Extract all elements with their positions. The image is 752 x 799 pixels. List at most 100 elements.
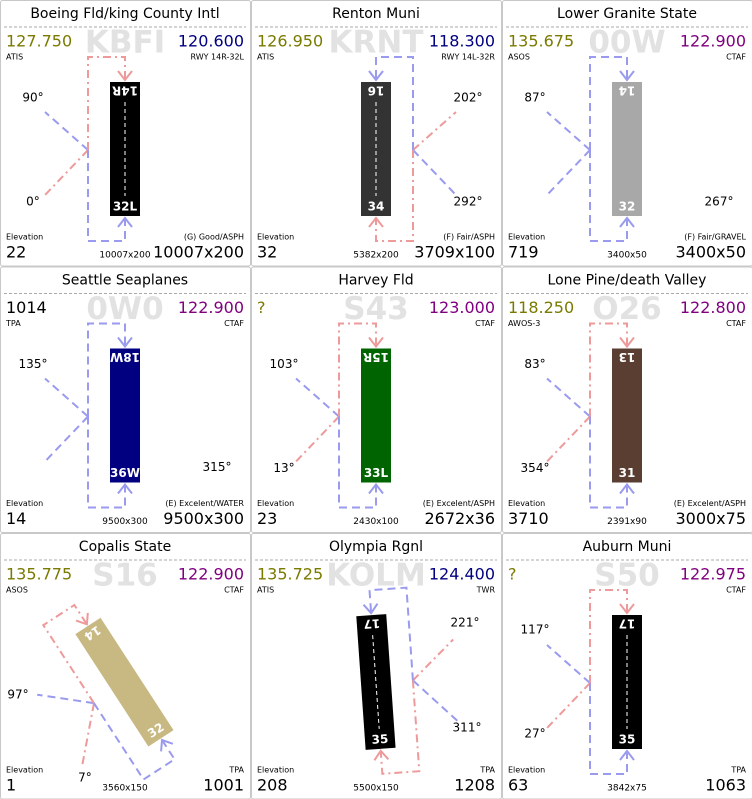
pattern-top [375, 56, 414, 150]
elevation-label: Elevation [6, 233, 43, 242]
note-value: 9500x300 [163, 509, 244, 528]
freq-right-label: RWY 14R-32L [190, 53, 244, 62]
elevation: 719 [508, 243, 539, 262]
freq-left: 135.775 [6, 565, 72, 584]
arrow [117, 70, 133, 82]
freq-left-label: AWOS-3 [508, 319, 540, 328]
runway-end-bottom: 35 [619, 733, 636, 747]
surface-note: TPA [479, 766, 495, 775]
wind-line [412, 149, 457, 196]
elevation: 14 [6, 509, 26, 528]
pattern-top [368, 586, 414, 681]
elevation-label: Elevation [257, 233, 294, 242]
arrow [117, 336, 133, 349]
runway [110, 348, 140, 483]
wind-angle: 90° [22, 91, 43, 105]
freq-left: 127.750 [6, 32, 72, 51]
wind-line [81, 702, 95, 765]
note-value: 1063 [705, 776, 746, 795]
airport-card: Boeing Fld/king County Intl KBFI 127.750 AT… [0, 0, 251, 267]
airport-ident: S16 [92, 558, 157, 594]
airport-card: Lower Granite State 00W 135.675 ASOS 122.900… [502, 0, 752, 267]
arrow [373, 749, 390, 761]
freq-right: 122.975 [680, 565, 746, 584]
runway [361, 348, 391, 483]
airport-name: Harvey Fld [338, 273, 413, 289]
elevation: 3710 [508, 509, 549, 528]
runway-size-small: 9500x300 [102, 517, 148, 527]
airport-ident: S43 [343, 291, 408, 327]
runway [356, 614, 396, 750]
wind-angle: 97° [7, 688, 28, 702]
pattern-bottom [589, 683, 628, 775]
runway-end-top: 14R [112, 84, 138, 98]
wind-line [546, 644, 591, 684]
wind-line [412, 679, 460, 724]
elevation: 63 [508, 776, 528, 795]
arrow [117, 216, 133, 228]
runway-end-bottom: 32L [113, 200, 138, 214]
airport-card: Renton Muni KRNT 126.950 ATIS 118.300 RWY 14L… [251, 0, 502, 267]
pattern-top [87, 322, 126, 417]
arrow [368, 336, 384, 349]
freq-left: 118.250 [508, 298, 574, 317]
freq-right: 124.400 [429, 565, 495, 584]
wind-angle: 354° [521, 461, 550, 475]
runway [612, 82, 642, 216]
airport-ident: 0W0 [86, 291, 163, 327]
surface-note: TPA [228, 766, 244, 775]
note-value: 10007x200 [153, 243, 244, 262]
runway [612, 348, 642, 483]
runway-size-small: 3560x150 [102, 784, 148, 794]
wind-angle: 135° [19, 357, 48, 371]
runway-end-bottom: 35 [371, 732, 389, 747]
freq-left: 135.675 [508, 32, 574, 51]
airport-ident: KBFI [85, 25, 165, 61]
wind-angle: 103° [270, 357, 299, 371]
wind-angle: 87° [524, 91, 545, 105]
wind-line [546, 111, 591, 151]
airport-card: Olympia RgnlKOLM135.725ATIS124.400TWR173… [251, 533, 502, 799]
freq-left-label: ASOS [508, 53, 530, 62]
freq-left-label: ASOS [6, 586, 28, 595]
runway-diagram: 18W 36W [44, 322, 140, 509]
arrow [619, 603, 635, 615]
wind-angle: 267° [705, 195, 734, 209]
freq-left: 1014 [6, 298, 47, 317]
arrow [362, 603, 379, 615]
wind-angle: 7° [78, 771, 92, 785]
wind-angle: 202° [454, 91, 483, 105]
pattern-bottom [379, 680, 421, 775]
pattern-bottom [375, 150, 414, 242]
arrow [619, 749, 635, 761]
pattern-top [87, 56, 126, 150]
elevation: 32 [257, 243, 277, 262]
wind-line [546, 682, 591, 729]
note-value: 3400x50 [675, 243, 746, 262]
wind-line [44, 377, 89, 418]
pattern-top [338, 322, 377, 417]
freq-left: 135.725 [257, 565, 323, 584]
runway-size-small: 2430x100 [353, 517, 399, 527]
airport-name: Lone Pine/death Valley [548, 273, 707, 289]
airport-ident: KOLM [326, 558, 426, 594]
airport-card: Lone Pine/death Valley O26 118.250 AWOS-3 12… [502, 266, 752, 533]
wind-angle: 117° [521, 623, 550, 637]
runway-end-top: 14 [619, 84, 636, 98]
pattern-bottom [589, 150, 628, 242]
runway-size-small: 10007x200 [99, 251, 150, 261]
runway-end-bottom: 34 [368, 200, 385, 214]
runway-end-bottom: 33L [364, 466, 389, 480]
pattern-top [589, 322, 628, 417]
surface-note: (E) Excelent/ASPH [423, 499, 495, 508]
elevation-label: Elevation [6, 766, 43, 775]
note-value: 2672x36 [424, 509, 495, 528]
airport-name: Lower Granite State [557, 6, 697, 22]
freq-right-label: TWR [476, 586, 496, 595]
airport-card: Copalis State S16 135.775 ASOS 122.900 CTAF 14… [0, 533, 251, 799]
wind-line [37, 693, 95, 705]
runway [75, 617, 174, 747]
freq-right-label: CTAF [475, 319, 495, 328]
freq-right: 122.900 [178, 298, 244, 317]
